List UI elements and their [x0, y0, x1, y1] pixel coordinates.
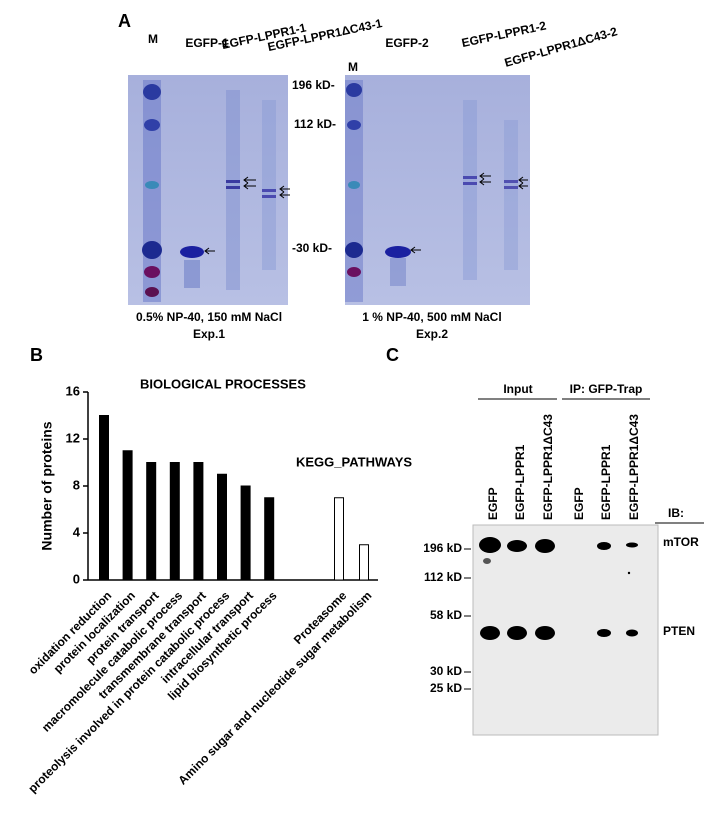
condition: 1 % NP-40, 500 mM NaCl [362, 310, 501, 324]
y-tick-label: 8 [73, 477, 80, 492]
experiment: Exp.2 [416, 327, 448, 341]
condition: 0.5% NP-40, 150 mM NaCl [136, 310, 282, 324]
panel-label: A [118, 11, 131, 31]
marker-label: 196 kD [423, 541, 462, 555]
marker-label: 30 kD [430, 664, 462, 678]
bar [122, 450, 133, 581]
y-tick-label: 16 [66, 383, 80, 398]
panel-label: B [30, 345, 43, 365]
group-label: Input [503, 382, 532, 396]
ib-label: IB: [668, 506, 684, 520]
lane-label: M [148, 32, 158, 46]
lane-label: EGFP-LPPR1-2 [460, 18, 547, 50]
marker-label: 112 kD [424, 570, 462, 584]
lane-label: EGFP-1 [185, 36, 229, 50]
target-label: PTEN [663, 624, 695, 638]
y-axis-label: Number of proteins [39, 421, 55, 550]
bar [169, 462, 180, 581]
bar [334, 497, 344, 581]
y-tick-label: 0 [73, 571, 80, 586]
marker-label: 196 kD- [292, 78, 335, 92]
target-label: mTOR [663, 535, 699, 549]
marker-label: 25 kD [430, 681, 462, 695]
lane-label: EGFP-LPPR1 [513, 444, 527, 520]
series-label: BIOLOGICAL PROCESSES [140, 376, 306, 391]
series-label: KEGG_PATHWAYS [296, 454, 412, 469]
experiment: Exp.1 [193, 327, 225, 341]
lane-label: EGFP [486, 487, 500, 520]
bar [240, 485, 251, 581]
marker-label: 58 kD [430, 608, 462, 622]
bar [217, 473, 227, 581]
lane-label: M [348, 60, 358, 74]
blot [472, 524, 659, 736]
marker-ticks [464, 548, 471, 690]
y-tick-label: 4 [73, 524, 81, 539]
marker-label: 112 kD- [294, 117, 336, 131]
gel-1 [128, 75, 290, 305]
bar [146, 462, 157, 581]
bar [99, 415, 109, 581]
y-tick-label: 12 [66, 430, 80, 445]
lane-label: EGFP-LPPR1ΔC43 [541, 414, 555, 520]
lane-label: EGFP-LPPR1ΔC43 [627, 414, 641, 520]
gel-2 [345, 75, 530, 305]
group-label: IP: GFP-Trap [570, 382, 643, 396]
lane-label: EGFP-LPPR1 [599, 444, 613, 520]
marker-label: -30 kD- [292, 241, 332, 255]
bar [359, 544, 369, 581]
lane-label: EGFP [572, 487, 586, 520]
panel-label: C [386, 345, 399, 365]
bar [264, 497, 275, 581]
lane-label: EGFP-2 [385, 36, 429, 50]
bar [193, 462, 204, 581]
